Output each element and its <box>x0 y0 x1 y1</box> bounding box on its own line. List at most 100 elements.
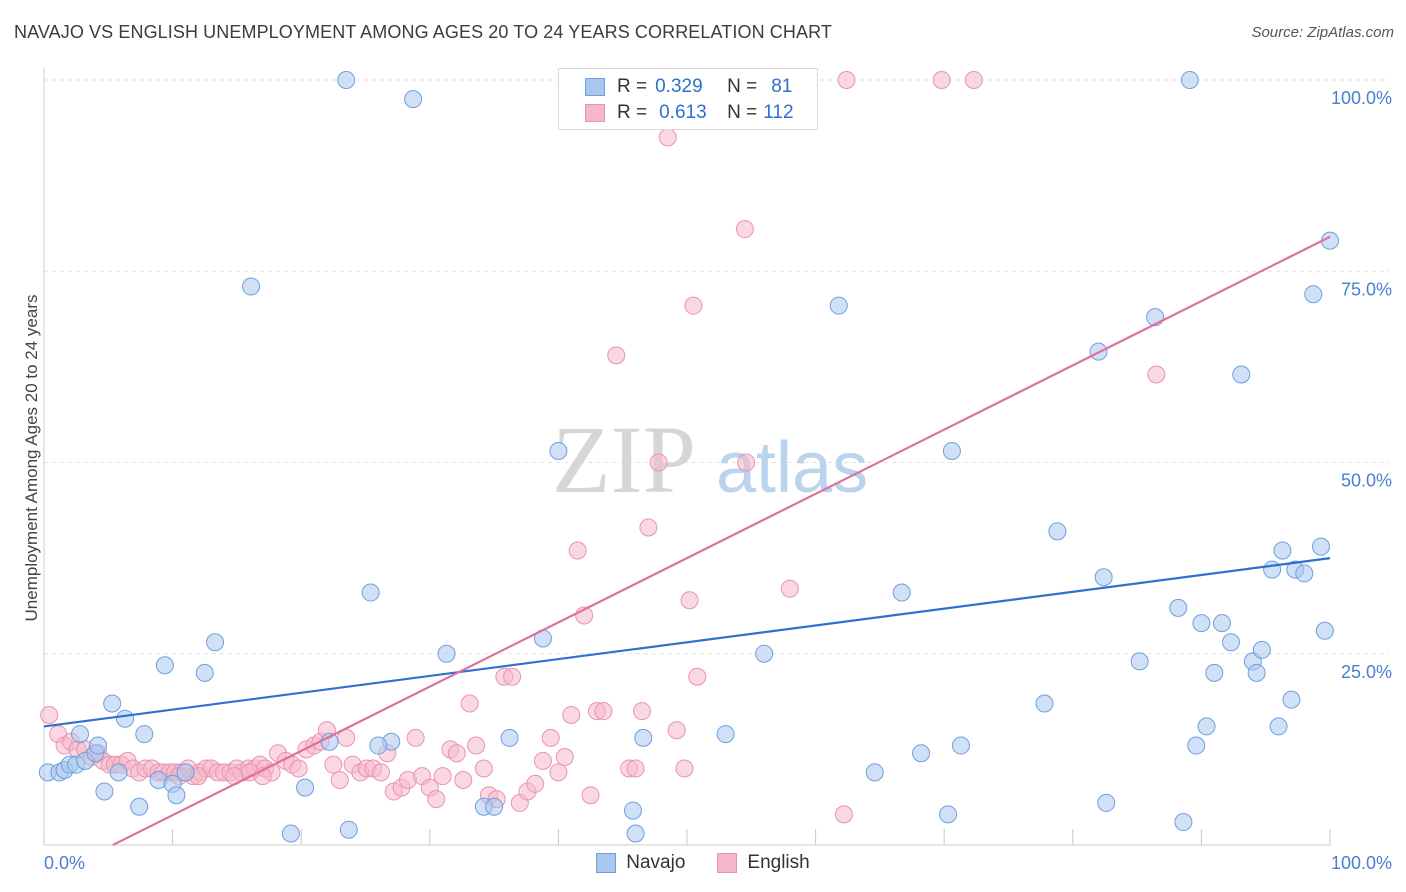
english-point <box>289 759 308 778</box>
navajo-point <box>155 656 174 675</box>
navajo-point <box>1130 652 1149 671</box>
navajo-point <box>1315 621 1334 640</box>
navajo-point <box>95 782 114 801</box>
english-point <box>40 705 59 724</box>
english-point <box>834 805 853 824</box>
navajo-point <box>437 644 456 663</box>
english-point <box>737 453 756 472</box>
navajo-point <box>1212 614 1231 633</box>
navajo-point <box>951 736 970 755</box>
navajo-point <box>1221 633 1240 652</box>
english-point <box>688 667 707 686</box>
english-point <box>460 694 479 713</box>
navajo-point <box>626 824 645 843</box>
english-point <box>568 541 587 560</box>
english-point <box>649 453 668 472</box>
navajo-point <box>242 277 261 296</box>
navajo-point <box>1169 598 1188 617</box>
navajo-point <box>1295 564 1314 583</box>
navajo-point <box>167 786 186 805</box>
legend-r-value-english: 0.613 <box>659 102 707 123</box>
navajo-point <box>500 728 519 747</box>
english-point <box>607 346 626 365</box>
trend-lines <box>43 235 1331 846</box>
english-point <box>735 220 754 239</box>
english-point <box>780 579 799 598</box>
navajo-point <box>89 736 108 755</box>
english-trend-line <box>112 235 1331 846</box>
navajo-point <box>404 90 423 109</box>
navajo-point <box>1263 560 1282 579</box>
english-point <box>474 759 493 778</box>
navajo-point <box>1187 736 1206 755</box>
english-point <box>467 736 486 755</box>
legend-swatch-english <box>585 104 605 122</box>
english-point <box>427 790 446 809</box>
navajo-point <box>71 725 90 744</box>
english-point <box>371 763 390 782</box>
navajo-point <box>195 663 214 682</box>
navajo-point <box>339 820 358 839</box>
navajo-point <box>337 71 356 89</box>
english-point <box>675 759 694 778</box>
english-point <box>667 721 686 740</box>
legend-item-navajo[interactable]: Navajo <box>596 852 685 874</box>
y-tick-label: 75.0% <box>1341 279 1392 299</box>
navajo-point <box>1097 793 1116 812</box>
tick-labels: 25.0% 50.0% 75.0% 100.0% 0.0% 100.0% <box>44 88 1392 873</box>
legend-item-english[interactable]: English <box>717 852 810 874</box>
navajo-point <box>369 736 388 755</box>
english-point <box>562 705 581 724</box>
english-point <box>555 748 574 767</box>
english-swatch <box>717 853 738 873</box>
navajo-point <box>1180 71 1199 89</box>
legend-r-label: R = <box>617 102 648 123</box>
watermark-zip: ZIP <box>552 406 696 513</box>
navajo-point <box>755 644 774 663</box>
english-point <box>447 744 466 763</box>
english-point <box>680 591 699 610</box>
legend-n-value-english: 112 <box>763 102 794 123</box>
y-axis-label: Unemployment Among Ages 20 to 24 years <box>22 295 41 622</box>
legend-row-english: R = 0.613 N = 112 <box>585 99 794 127</box>
navajo-points <box>38 71 1339 843</box>
navajo-point <box>361 583 380 602</box>
english-point <box>658 128 677 147</box>
y-tick-label: 25.0% <box>1341 662 1392 682</box>
navajo-point <box>109 763 128 782</box>
navajo-point <box>103 694 122 713</box>
navajo-point <box>829 296 848 315</box>
navajo-point <box>892 583 911 602</box>
legend-n-value-navajo: 81 <box>771 76 793 97</box>
navajo-point <box>549 442 568 461</box>
english-point <box>581 786 600 805</box>
legend-swatch-navajo <box>585 78 605 96</box>
english-point <box>684 296 703 315</box>
navajo-point <box>176 763 195 782</box>
navajo-point <box>865 763 884 782</box>
english-point <box>639 518 658 537</box>
legend-label-english: English <box>747 852 810 873</box>
watermark-atlas: atlas <box>716 428 868 508</box>
navajo-point <box>912 744 931 763</box>
navajo-point <box>206 633 225 652</box>
legend-n-label: N = <box>727 102 758 123</box>
english-point <box>541 728 560 747</box>
english-point <box>526 774 545 793</box>
english-point <box>932 71 951 89</box>
legend-n-label: N = <box>727 76 758 97</box>
navajo-point <box>1192 614 1211 633</box>
navajo-point <box>1311 537 1330 556</box>
x-tick-label: 100.0% <box>1331 853 1392 873</box>
navajo-point <box>716 725 735 744</box>
english-point <box>406 728 425 747</box>
navajo-point <box>1232 365 1251 384</box>
navajo-trend-line <box>43 557 1331 728</box>
navajo-point <box>296 778 315 797</box>
navajo-point <box>634 728 653 747</box>
legend-r-value-navajo: 0.329 <box>655 76 703 97</box>
y-tick-label: 50.0% <box>1341 471 1392 491</box>
navajo-swatch <box>596 853 617 873</box>
navajo-point <box>1174 813 1193 832</box>
navajo-point <box>1282 690 1301 709</box>
